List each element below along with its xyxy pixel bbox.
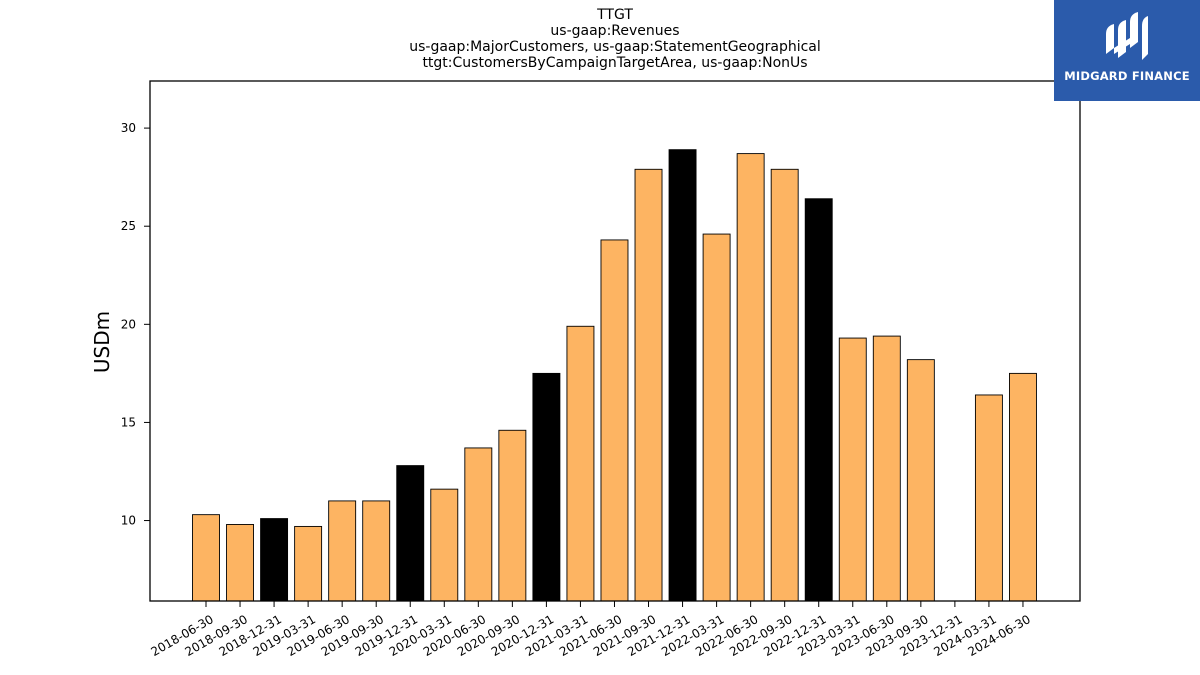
midgard-logo-icon	[1106, 12, 1148, 60]
y-tick-label: 10	[121, 514, 136, 528]
bar-2019-09-30	[362, 500, 391, 602]
plot-frame	[149, 80, 1081, 602]
chart-title: TTGT us-gaap:Revenues us-gaap:MajorCusto…	[150, 7, 1080, 71]
bar-2021-06-30	[600, 239, 629, 602]
bar-2019-12-31	[396, 465, 425, 602]
bar-2019-03-31	[294, 525, 323, 602]
bar-2021-12-31	[668, 149, 697, 602]
chart-title-line: TTGT	[597, 7, 633, 23]
y-tick-label: 30	[121, 121, 136, 135]
bar-2023-03-31	[838, 337, 867, 602]
logo-text: MIDGARD FINANCE	[1064, 69, 1190, 83]
x-axis: 2018-06-302018-09-302018-12-312019-03-31…	[148, 601, 1033, 659]
chart-subtitle-line: ttgt:CustomersByCampaignTargetArea, us-g…	[422, 55, 808, 71]
bar-2018-09-30	[226, 524, 254, 602]
bar-2018-12-31	[260, 518, 289, 602]
bar-2020-03-31	[430, 488, 459, 602]
bar-2022-06-30	[736, 153, 765, 602]
bar-2021-09-30	[634, 168, 663, 602]
bar-2021-03-31	[566, 325, 595, 602]
bar-2018-06-30	[192, 514, 220, 602]
y-axis-label: USDm	[90, 311, 114, 373]
bar-2022-12-31	[804, 198, 833, 602]
bar-2020-12-31	[532, 372, 561, 602]
midgard-finance-logo: MIDGARD FINANCE	[1054, 0, 1200, 101]
y-tick-label: 15	[121, 415, 136, 429]
chart-subtitle-line: us-gaap:Revenues	[550, 23, 680, 39]
bars-group	[192, 149, 1037, 602]
bar-2024-06-30	[1009, 372, 1037, 602]
bar-2020-09-30	[498, 429, 527, 602]
y-tick-label: 25	[121, 219, 136, 233]
bar-2019-06-30	[328, 500, 357, 602]
bar-2024-03-31	[974, 394, 1003, 602]
bar-2023-06-30	[872, 335, 901, 602]
bar-2022-09-30	[770, 168, 799, 602]
bar-2022-03-31	[702, 233, 731, 602]
y-tick-label: 20	[121, 317, 136, 331]
chart-subtitle-line: us-gaap:MajorCustomers, us-gaap:Statemen…	[409, 39, 821, 55]
bar-2020-06-30	[464, 447, 493, 602]
y-axis: 10 15 20 25 30	[121, 121, 150, 528]
bar-2023-09-30	[906, 359, 935, 602]
